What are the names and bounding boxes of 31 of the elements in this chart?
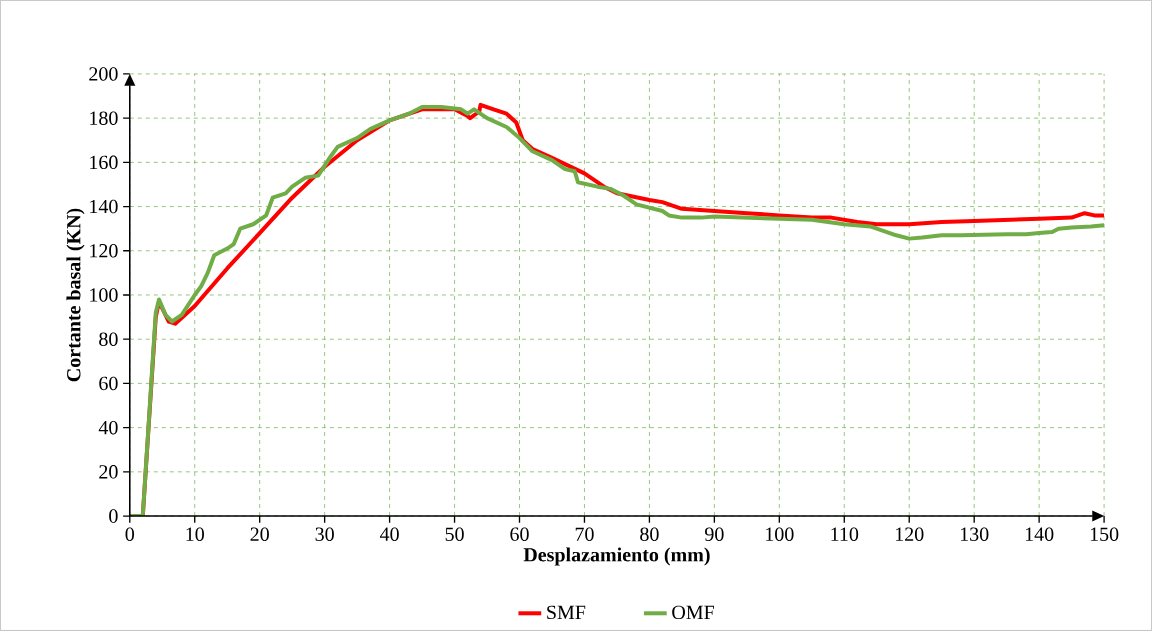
x-tick-label: 30 bbox=[315, 527, 334, 542]
y-tick-label: 20 bbox=[99, 465, 118, 479]
x-tick-label: 70 bbox=[575, 527, 594, 542]
y-tick-label: 0 bbox=[109, 509, 118, 523]
x-tick-label: 0 bbox=[125, 527, 135, 542]
y-tick-label: 60 bbox=[99, 376, 118, 391]
y-tick-label: 80 bbox=[99, 332, 118, 347]
x-tick-label: 40 bbox=[379, 527, 399, 542]
x-tick-label: 20 bbox=[250, 527, 269, 542]
x-axis-title: Desplazamiento (mm) bbox=[523, 547, 710, 566]
y-axis-title: Cortante basal (KN) bbox=[66, 208, 85, 382]
legend-label: SMF bbox=[547, 605, 586, 620]
x-tick-label: 50 bbox=[445, 527, 464, 542]
y-tick-label: 100 bbox=[90, 288, 118, 302]
x-tick-label: 150 bbox=[1090, 527, 1119, 542]
x-tick-label: 60 bbox=[510, 527, 529, 542]
y-tick-label: 120 bbox=[90, 244, 118, 258]
x-tick-label: 10 bbox=[186, 527, 204, 542]
y-tick-label: 160 bbox=[90, 155, 118, 170]
x-tick-label: 120 bbox=[895, 527, 924, 542]
y-tick-label: 180 bbox=[90, 111, 118, 125]
y-tick-label: 140 bbox=[90, 199, 118, 214]
y-tick-label: 200 bbox=[89, 67, 118, 81]
x-tick-label: 90 bbox=[705, 527, 724, 542]
y-tick-label: 40 bbox=[98, 420, 118, 435]
x-tick-label: 110 bbox=[831, 527, 859, 542]
x-tick-label: 100 bbox=[766, 527, 794, 542]
x-tick-label: 140 bbox=[1025, 527, 1054, 542]
legend-label: OMF bbox=[672, 605, 715, 620]
x-tick-label: 80 bbox=[640, 527, 659, 542]
x-tick-label: 130 bbox=[960, 527, 989, 542]
